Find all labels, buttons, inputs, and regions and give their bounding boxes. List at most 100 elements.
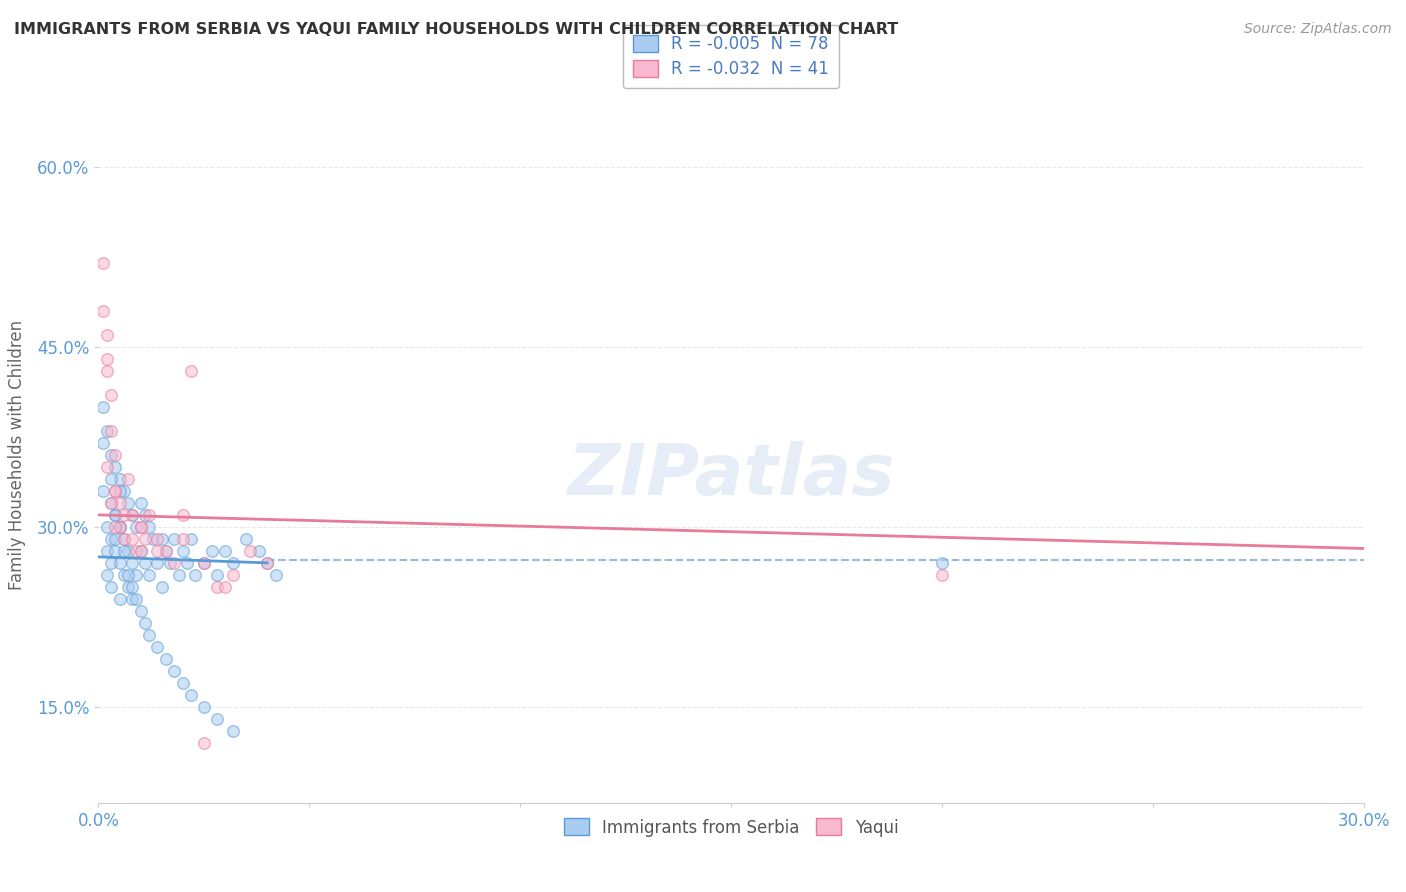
Point xyxy=(134,532,156,546)
Point xyxy=(193,556,215,570)
Point xyxy=(201,544,224,558)
Point xyxy=(108,520,131,534)
Point xyxy=(155,544,177,558)
Point xyxy=(138,567,160,582)
Point xyxy=(134,508,156,522)
Point xyxy=(91,436,114,450)
Point xyxy=(96,328,118,343)
Point xyxy=(180,364,202,378)
Point xyxy=(117,580,139,594)
Point xyxy=(104,483,127,498)
Point xyxy=(193,556,215,570)
Point xyxy=(112,544,135,558)
Point xyxy=(100,496,122,510)
Point xyxy=(150,532,173,546)
Point xyxy=(214,544,236,558)
Point xyxy=(117,496,139,510)
Point xyxy=(150,580,173,594)
Point xyxy=(138,628,160,642)
Point xyxy=(931,567,953,582)
Point xyxy=(121,532,143,546)
Point xyxy=(91,304,114,318)
Point xyxy=(104,532,127,546)
Point xyxy=(184,567,207,582)
Point xyxy=(100,556,122,570)
Point xyxy=(112,532,135,546)
Point xyxy=(91,400,114,414)
Point xyxy=(96,459,118,474)
Point xyxy=(134,556,156,570)
Point xyxy=(100,388,122,402)
Point xyxy=(112,567,135,582)
Text: ZIPatlas: ZIPatlas xyxy=(568,442,894,510)
Point xyxy=(112,532,135,546)
Point xyxy=(146,556,169,570)
Point xyxy=(129,544,152,558)
Point xyxy=(104,459,127,474)
Point xyxy=(193,736,215,750)
Point xyxy=(205,580,228,594)
Point xyxy=(176,556,198,570)
Point xyxy=(256,556,278,570)
Point xyxy=(129,496,152,510)
Point xyxy=(205,712,228,726)
Point xyxy=(121,508,143,522)
Point xyxy=(180,688,202,702)
Point xyxy=(108,483,131,498)
Point xyxy=(108,520,131,534)
Point xyxy=(172,532,194,546)
Point xyxy=(96,364,118,378)
Point xyxy=(222,567,245,582)
Point xyxy=(129,604,152,618)
Point xyxy=(108,520,131,534)
Point xyxy=(96,424,118,438)
Point xyxy=(134,615,156,630)
Point xyxy=(121,508,143,522)
Point xyxy=(125,567,148,582)
Point xyxy=(167,567,190,582)
Text: Source: ZipAtlas.com: Source: ZipAtlas.com xyxy=(1244,22,1392,37)
Point xyxy=(96,567,118,582)
Point xyxy=(125,520,148,534)
Point xyxy=(100,424,122,438)
Point xyxy=(104,508,127,522)
Point xyxy=(146,544,169,558)
Point xyxy=(125,544,148,558)
Point xyxy=(129,520,152,534)
Point xyxy=(96,520,118,534)
Point xyxy=(193,699,215,714)
Point xyxy=(121,591,143,606)
Point xyxy=(146,532,169,546)
Point xyxy=(138,520,160,534)
Point xyxy=(96,351,118,366)
Point xyxy=(247,544,270,558)
Point xyxy=(112,508,135,522)
Point xyxy=(104,544,127,558)
Point xyxy=(100,580,122,594)
Point xyxy=(96,544,118,558)
Point xyxy=(104,520,127,534)
Point xyxy=(104,508,127,522)
Y-axis label: Family Households with Children: Family Households with Children xyxy=(8,320,25,590)
Point xyxy=(121,580,143,594)
Point xyxy=(172,544,194,558)
Point xyxy=(129,544,152,558)
Point xyxy=(100,472,122,486)
Point xyxy=(108,472,131,486)
Point xyxy=(264,567,287,582)
Point xyxy=(222,723,245,738)
Point xyxy=(117,567,139,582)
Point xyxy=(214,580,236,594)
Point xyxy=(222,556,245,570)
Point xyxy=(146,640,169,654)
Point xyxy=(112,483,135,498)
Point xyxy=(121,556,143,570)
Point xyxy=(104,448,127,462)
Point xyxy=(104,483,127,498)
Point xyxy=(129,520,152,534)
Point xyxy=(100,496,122,510)
Point xyxy=(91,256,114,270)
Point xyxy=(235,532,257,546)
Point xyxy=(239,544,262,558)
Point xyxy=(172,676,194,690)
